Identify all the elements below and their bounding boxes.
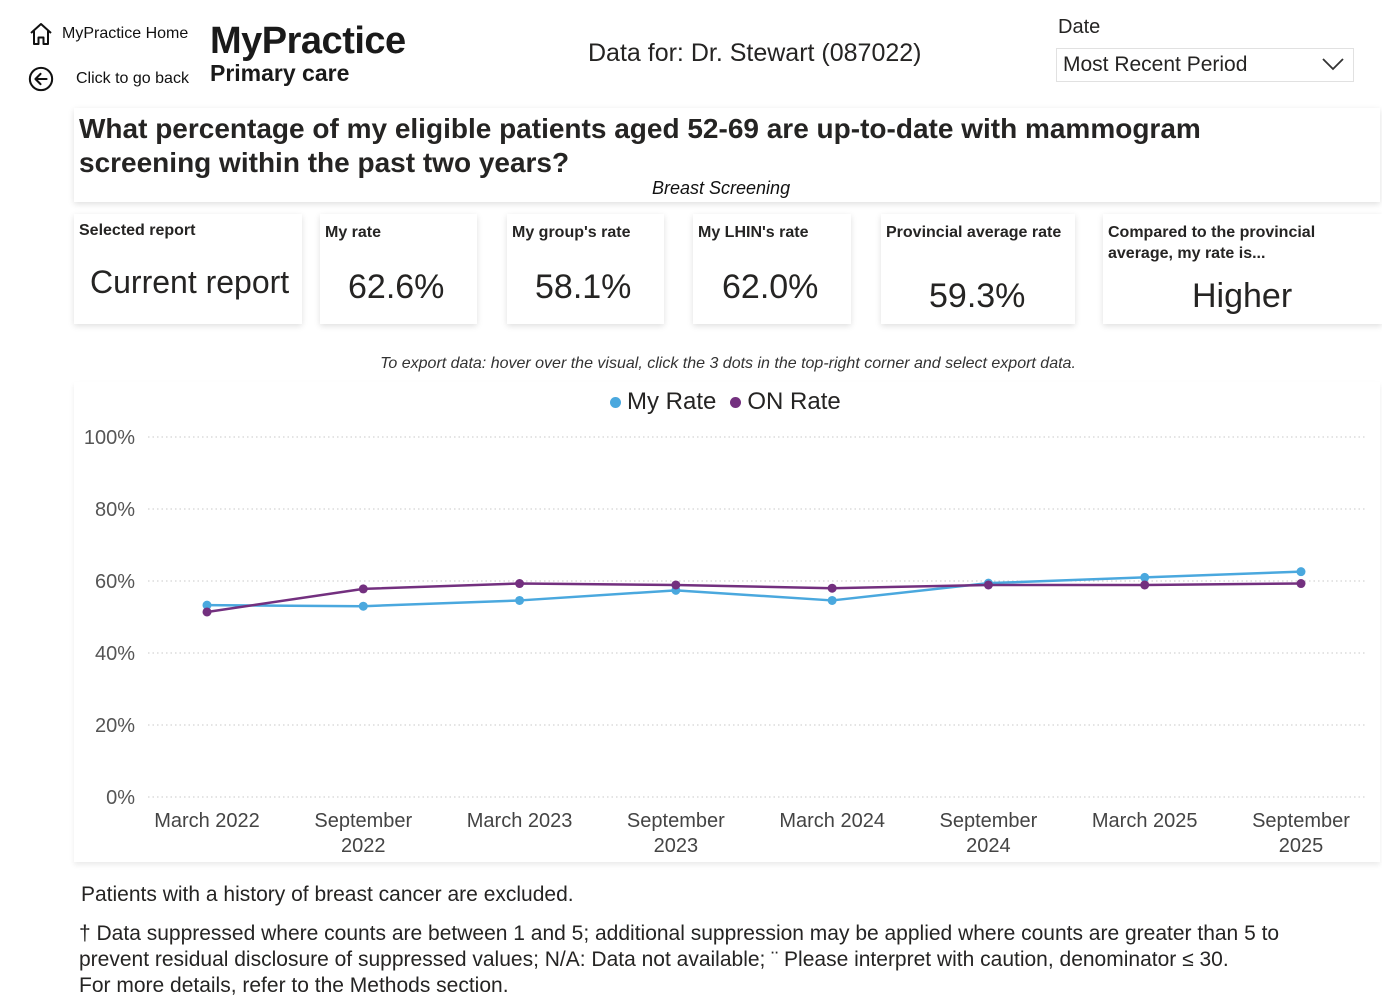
legend-dot-my-rate — [610, 396, 621, 408]
data-point[interactable] — [1296, 567, 1306, 577]
x-tick-label: March 2022 — [154, 810, 260, 832]
suppression-line-3: For more details, refer to the Methods s… — [79, 974, 509, 997]
kpi-label: My LHIN's rate — [698, 224, 809, 241]
data-point[interactable] — [515, 579, 525, 589]
chevron-down-icon — [1321, 53, 1345, 77]
kpi-label: My rate — [325, 224, 382, 241]
y-tick-label: 20% — [95, 715, 135, 737]
kpi-label: My group's rate — [512, 224, 631, 241]
kpi-label: Provincial average rate — [886, 224, 1062, 241]
y-tick-label: 60% — [95, 571, 135, 593]
legend-label-my-rate: My Rate — [627, 388, 717, 415]
suppression-line-2: prevent residual disclosure of suppresse… — [79, 948, 1229, 971]
series-line-on-rate[interactable] — [206, 582, 1302, 614]
kpi-card-comparison: Compared to the provincial average, my r… — [1103, 214, 1382, 324]
data-point[interactable] — [827, 595, 837, 605]
x-tick-label: September — [627, 810, 725, 832]
kpi-value: 62.0% — [722, 268, 819, 306]
kpi-value: Current report — [90, 264, 290, 300]
kpi-card-my-rate: My rate 62.6% — [320, 214, 477, 324]
date-dropdown[interactable]: Most Recent Period — [1056, 48, 1354, 82]
export-note: To export data: hover over the visual, c… — [380, 355, 1076, 372]
date-dropdown-value: Most Recent Period — [1063, 53, 1248, 76]
data-point[interactable] — [1140, 572, 1150, 582]
suppression-note: † Data suppressed where counts are betwe… — [79, 921, 1379, 999]
mypractice-logo: MyPractice Primary care — [210, 22, 406, 86]
x-tick-label: 2022 — [341, 835, 386, 857]
data-for-title: Data for: Dr. Stewart (087022) — [588, 39, 922, 67]
legend-label-on-rate: ON Rate — [747, 388, 841, 415]
y-tick-label: 40% — [95, 643, 135, 665]
data-point[interactable] — [671, 580, 681, 590]
data-point[interactable] — [358, 584, 368, 594]
logo-title: MyPractice — [210, 20, 406, 62]
logo-subtitle: Primary care — [210, 60, 350, 86]
x-tick-label: 2025 — [1279, 835, 1324, 857]
kpi-value: 62.6% — [348, 268, 445, 306]
trend-line-chart[interactable]: 0% 20% 40% 60% 80% 100% March 2022 September 20… — [0, 0, 1382, 870]
data-point[interactable] — [983, 580, 993, 590]
home-link-label: MyPractice Home — [62, 25, 189, 42]
kpi-card-selected-report: Selected report Current report — [74, 214, 302, 324]
y-tick-label: 0% — [106, 787, 135, 809]
back-link-label: Click to go back — [76, 70, 189, 87]
x-tick-label: March 2023 — [467, 810, 573, 832]
question-text: What percentage of my eligible patients … — [79, 113, 1201, 178]
kpi-card-lhin-rate: My LHIN's rate 62.0% — [693, 214, 851, 324]
data-point[interactable] — [202, 607, 212, 617]
x-tick-label: 2023 — [654, 835, 699, 857]
data-point[interactable] — [515, 595, 525, 605]
question-subtitle: Breast Screening — [652, 178, 791, 198]
home-link[interactable]: MyPractice Home — [28, 21, 188, 47]
kpi-value: 59.3% — [929, 277, 1026, 315]
trend-chart-card — [74, 382, 1380, 862]
back-arrow-icon — [28, 66, 54, 92]
y-tick-label: 100% — [84, 427, 135, 449]
kpi-label: Selected report — [79, 222, 196, 239]
data-point[interactable] — [358, 601, 368, 611]
y-tick-label: 80% — [95, 499, 135, 521]
chart-legend: My Rate ON Rate — [610, 388, 841, 416]
suppression-line-1: † Data suppressed where counts are betwe… — [79, 922, 1280, 945]
x-tick-label: September — [940, 810, 1038, 832]
legend-dot-on-rate — [730, 396, 742, 408]
question-card: What percentage of my eligible patients … — [74, 108, 1380, 202]
kpi-label: Compared to the provincial average, my r… — [1108, 224, 1316, 262]
data-point[interactable] — [1140, 580, 1150, 590]
data-point[interactable] — [202, 600, 212, 610]
series-line-my-rate[interactable] — [206, 570, 1302, 608]
x-tick-label: September — [1252, 810, 1350, 832]
exclusion-note: Patients with a history of breast cancer… — [81, 883, 574, 906]
back-link[interactable]: Click to go back — [28, 66, 189, 92]
x-tick-label: March 2024 — [779, 810, 885, 832]
x-tick-label: March 2025 — [1092, 810, 1198, 832]
kpi-value: Higher — [1192, 277, 1293, 315]
date-filter-label: Date — [1058, 16, 1101, 38]
data-point[interactable] — [827, 583, 837, 593]
kpi-value: 58.1% — [535, 268, 632, 306]
x-tick-label: 2024 — [966, 835, 1011, 857]
x-tick-label: September — [314, 810, 412, 832]
home-icon — [28, 21, 54, 47]
kpi-card-provincial-rate: Provincial average rate 59.3% — [881, 214, 1075, 324]
data-point[interactable] — [1296, 579, 1306, 589]
kpi-card-group-rate: My group's rate 58.1% — [507, 214, 664, 324]
